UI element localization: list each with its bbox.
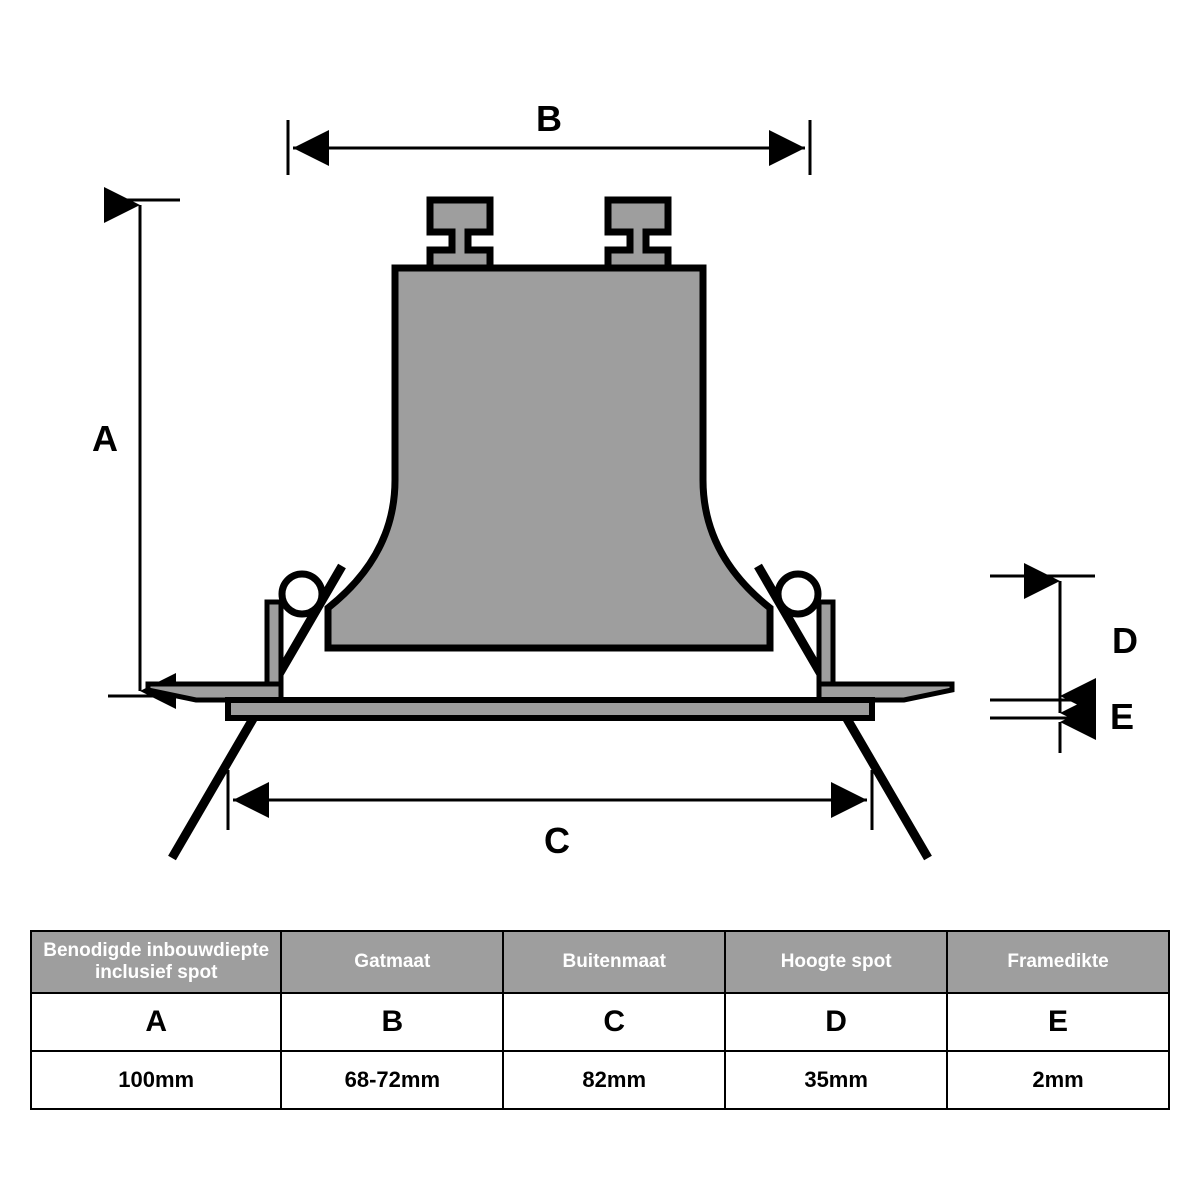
col-header: Framedikte <box>947 931 1169 993</box>
dim-label-d: D <box>1112 620 1138 662</box>
dim-label-e: E <box>1110 696 1134 738</box>
col-letter: B <box>281 993 503 1051</box>
table-header-row: Benodigde inbouwdiepte inclusief spot Ga… <box>31 931 1169 993</box>
col-header: Benodigde inbouwdiepte inclusief spot <box>31 931 281 993</box>
col-value: 100mm <box>31 1051 281 1109</box>
col-value: 2mm <box>947 1051 1169 1109</box>
col-value: 82mm <box>503 1051 725 1109</box>
table-letter-row: A B C D E <box>31 993 1169 1051</box>
col-header: Buitenmaat <box>503 931 725 993</box>
spotlight-drawing <box>0 0 1200 920</box>
col-value: 68-72mm <box>281 1051 503 1109</box>
col-letter: D <box>725 993 947 1051</box>
col-header: Hoogte spot <box>725 931 947 993</box>
col-header: Gatmaat <box>281 931 503 993</box>
col-letter: A <box>31 993 281 1051</box>
technical-diagram: A B C D E <box>0 0 1200 920</box>
dim-label-b: B <box>536 98 562 140</box>
col-letter: E <box>947 993 1169 1051</box>
dim-label-c: C <box>544 820 570 862</box>
col-value: 35mm <box>725 1051 947 1109</box>
dimensions-table: Benodigde inbouwdiepte inclusief spot Ga… <box>30 930 1170 1110</box>
col-letter: C <box>503 993 725 1051</box>
table-value-row: 100mm 68-72mm 82mm 35mm 2mm <box>31 1051 1169 1109</box>
dim-label-a: A <box>92 418 118 460</box>
